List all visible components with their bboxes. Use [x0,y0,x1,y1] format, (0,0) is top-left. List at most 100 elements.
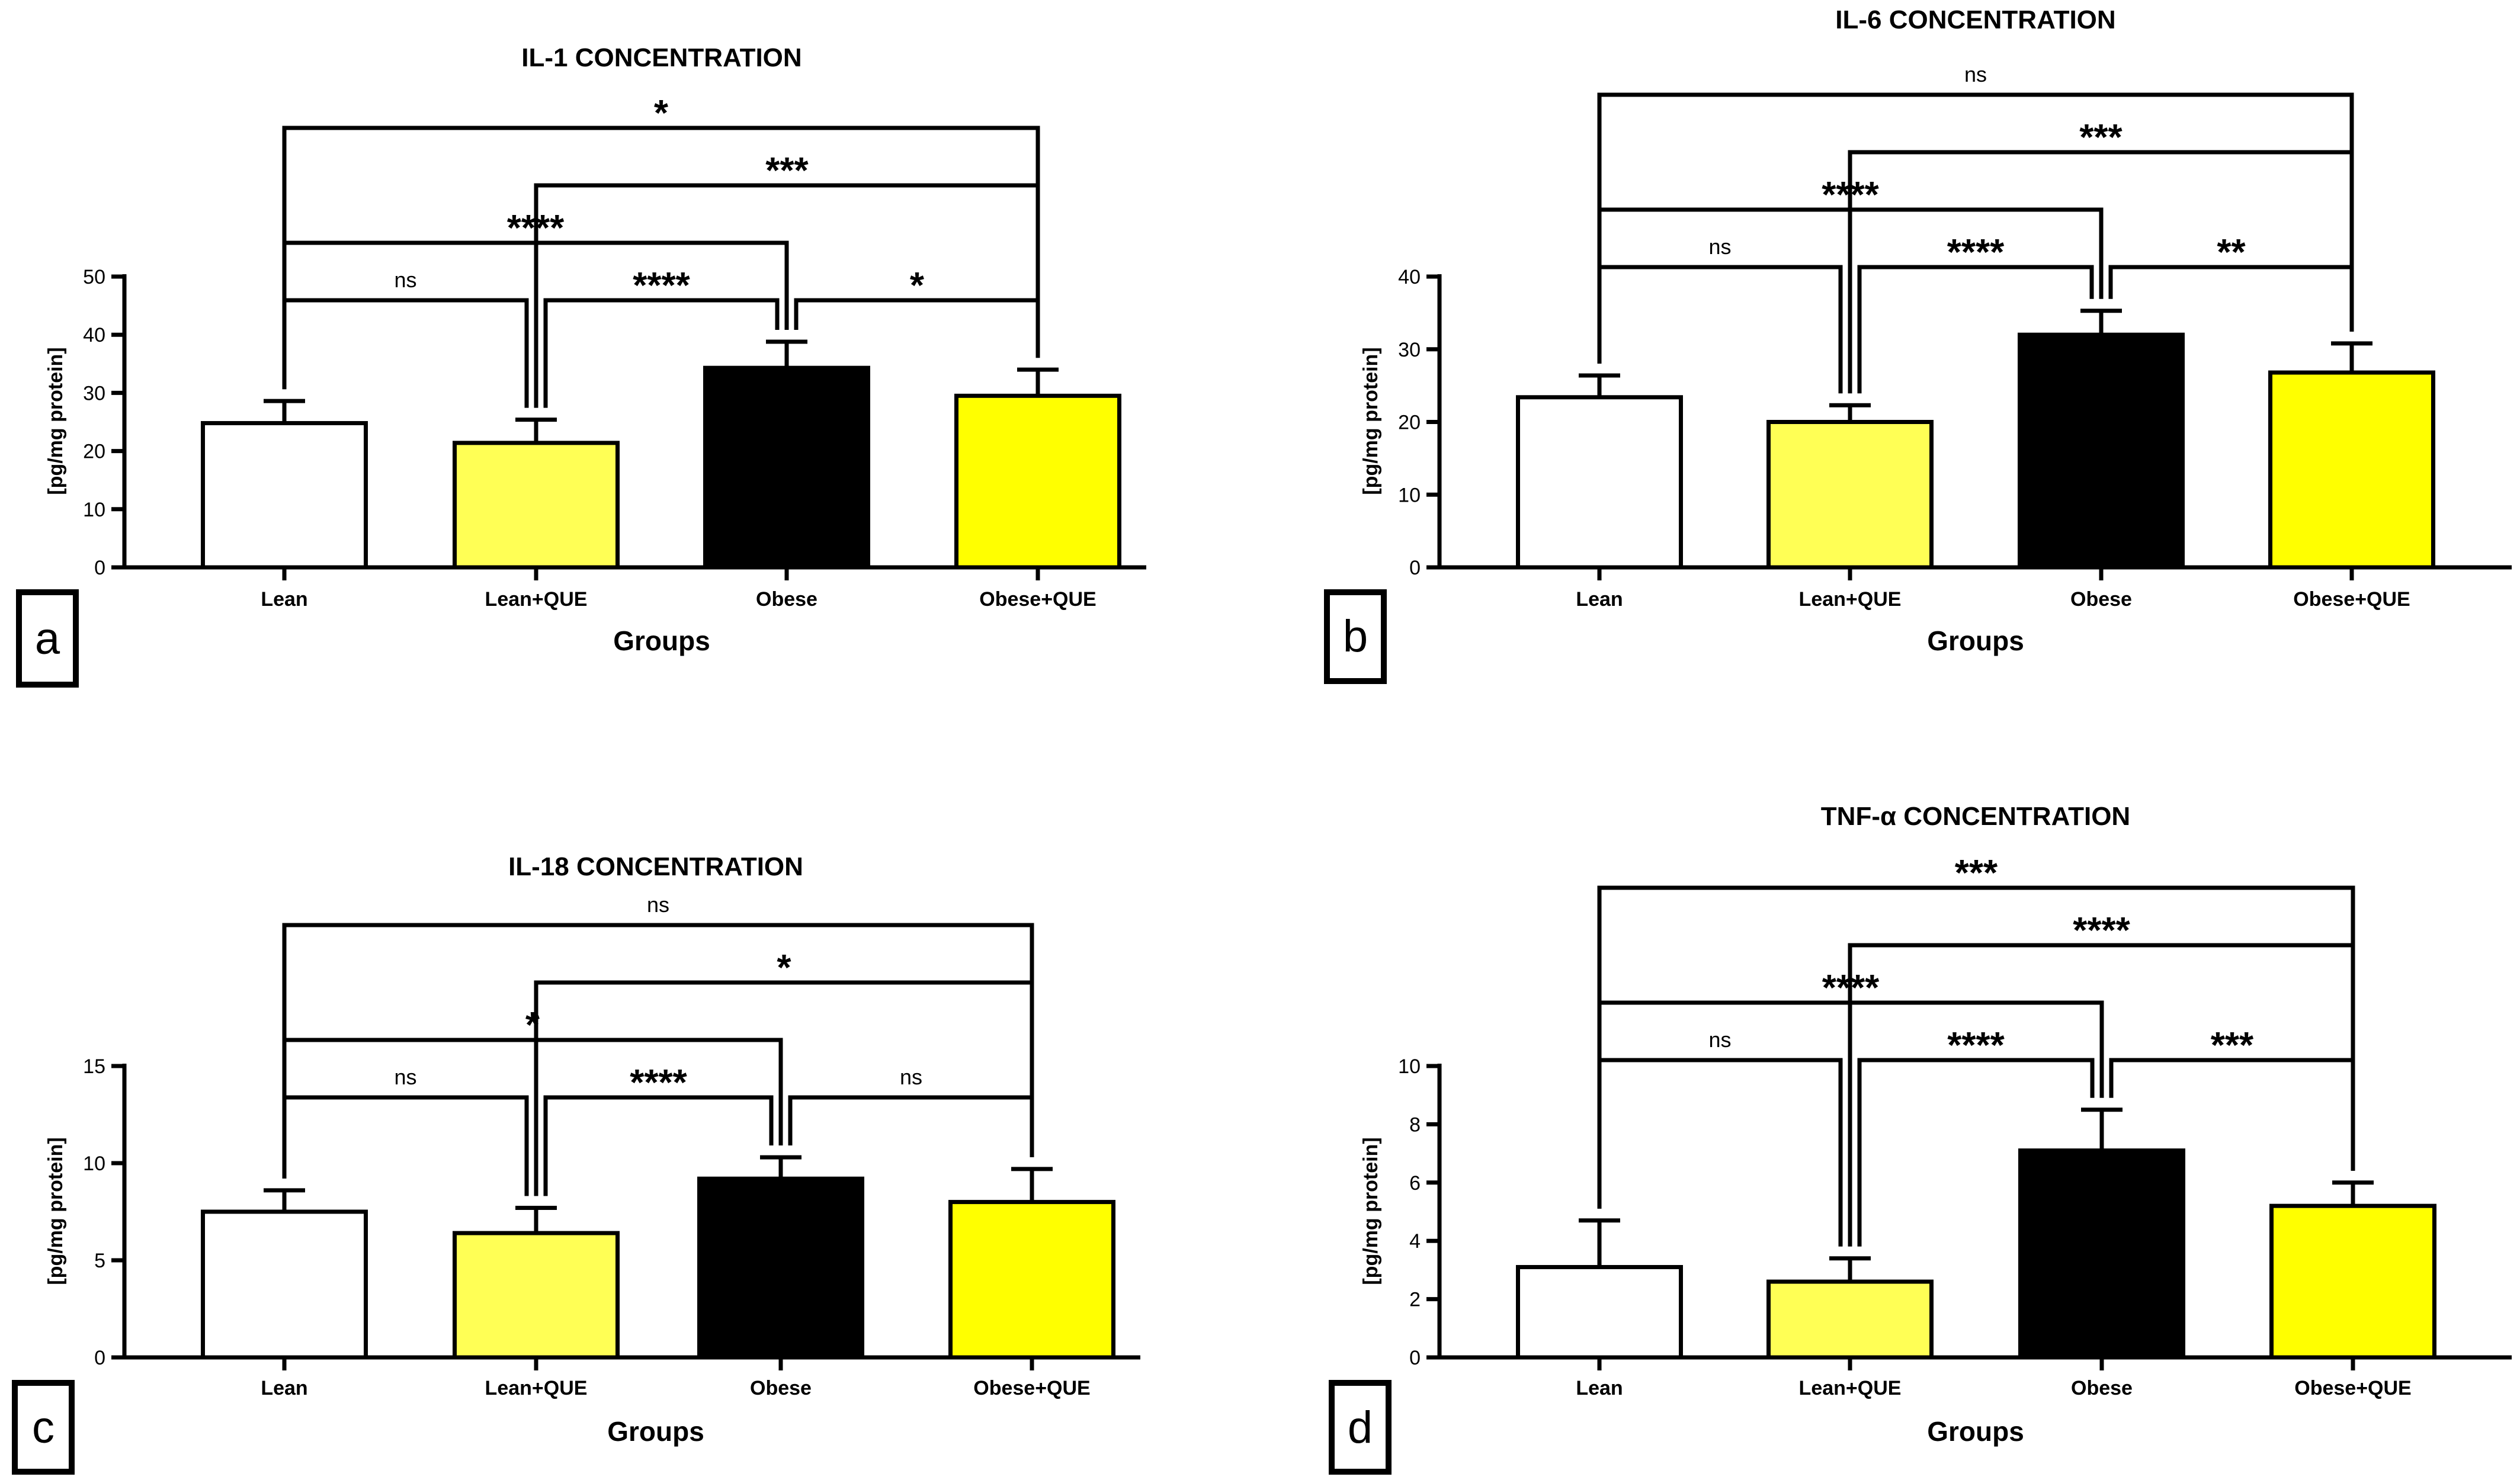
bar [1516,395,1683,570]
bar [2018,332,2185,570]
significance-bracket [543,298,780,408]
significance-label: ** [2217,232,2246,273]
significance-label: **** [1947,1025,2005,1066]
bar [1516,1264,1683,1360]
y-tick-label: 10 [83,1152,105,1175]
significance-label: ns [394,1065,416,1089]
y-tick-label: 0 [94,1347,105,1369]
x-tick-label: Lean [261,588,307,611]
y-axis-label: [pg/mg protein] [1360,347,1382,495]
y-tick-label: 0 [94,557,105,579]
significance-label: ns [1708,235,1731,259]
bar [948,1200,1115,1360]
x-tick-label: Obese [2071,1377,2133,1399]
panel-c: IL-18 CONCENTRATION 0 5 10 15 Lean Lean+QUE Ob… [12,852,1140,1475]
bar [201,1209,368,1360]
chart-title: IL-6 CONCENTRATION [1835,5,2115,34]
y-tick-label: 10 [1398,484,1421,506]
bar [453,1231,620,1360]
significance-label: ns [1964,62,1987,86]
significance-label: **** [633,265,690,306]
y-axis-label: [pg/mg protein] [44,347,67,495]
bar [201,420,368,570]
y-tick-label: 5 [94,1250,105,1272]
y-tick-label: 30 [1398,339,1421,361]
y-tick-label: 20 [83,441,105,463]
significance-label: *** [2211,1025,2254,1066]
significance-bracket [543,1095,774,1196]
y-tick-label: 4 [1409,1230,1421,1253]
bar [2018,1148,2185,1360]
significance-bracket [1857,265,2094,394]
x-axis-label: Groups [1927,625,2024,656]
x-tick-label: Lean+QUE [1799,588,1902,611]
bar [2269,1203,2436,1360]
x-axis-label: Groups [607,1416,704,1447]
significance-label: * [654,93,669,134]
significance-label: ns [900,1065,922,1089]
significance-label: *** [1955,853,1998,894]
y-axis-label: [pg/mg protein] [44,1137,67,1285]
significance-label: *** [765,150,809,191]
significance-label: ns [1708,1028,1731,1052]
panel-label: d [1348,1402,1373,1453]
x-tick-label: Obese+QUE [973,1377,1090,1399]
significance-label: * [777,948,791,988]
y-tick-label: 2 [1409,1289,1421,1311]
y-tick-label: 30 [83,382,105,404]
significance-bracket [1857,1058,2095,1247]
significance-label: **** [2073,910,2130,951]
y-axis-label: [pg/mg protein] [1360,1137,1382,1285]
significance-label: ns [394,268,416,292]
panel-label-box [12,1380,75,1475]
x-tick-label: Obese [750,1377,812,1399]
panel-b: IL-6 CONCENTRATION 0 10 20 30 40 Lean Lean+QUE… [1324,5,2512,684]
y-tick-label: 50 [83,266,105,288]
bar [703,365,870,570]
x-tick-label: Obese+QUE [2294,1377,2411,1399]
panel-a: IL-1 CONCENTRATION 0 10 20 30 40 50 Lean Lean+Q… [16,43,1146,688]
panel-label: b [1343,611,1368,662]
x-tick-label: Obese+QUE [2293,588,2410,611]
bar [697,1176,864,1360]
x-tick-label: Lean [1576,1377,1623,1399]
panel-label-box [1324,589,1387,684]
panel-label: a [35,614,60,664]
chart-title: TNF-α CONCENTRATION [1821,802,2130,831]
y-tick-label: 6 [1409,1172,1421,1195]
panel-label: c [32,1402,54,1453]
plot-area: 0 10 20 30 40 50 Lean Lean+QUE Obese Obese+QUE ns *… [83,93,1146,611]
x-tick-label: Lean+QUE [1799,1377,1902,1399]
x-tick-label: Obese [756,588,817,611]
y-tick-label: 0 [1409,1347,1421,1369]
y-tick-label: 20 [1398,412,1421,434]
x-tick-label: Lean+QUE [485,1377,588,1399]
y-tick-label: 8 [1409,1113,1421,1136]
significance-label: **** [1947,232,2005,273]
y-tick-label: 0 [1409,557,1421,579]
chart-title: IL-1 CONCENTRATION [521,43,801,72]
chart-title: IL-18 CONCENTRATION [508,852,803,881]
x-tick-label: Lean [1576,588,1623,611]
y-tick-label: 15 [83,1055,105,1078]
x-axis-label: Groups [1927,1416,2024,1447]
significance-label: **** [630,1062,687,1103]
significance-label: *** [2079,117,2123,158]
x-tick-label: Lean+QUE [485,588,588,611]
bar [453,441,620,570]
bar [954,393,1121,570]
x-tick-label: Obese+QUE [979,588,1096,611]
bar [1766,420,1934,570]
significance-bracket [282,923,1034,1179]
significance-bracket [282,126,1040,390]
x-tick-label: Obese [2070,588,2132,611]
y-tick-label: 40 [83,324,105,346]
significance-label: * [910,265,925,306]
significance-bracket [1597,885,2355,1209]
significance-label: ns [647,893,669,917]
bar [1766,1279,1934,1360]
significance-bracket [1597,92,2354,364]
